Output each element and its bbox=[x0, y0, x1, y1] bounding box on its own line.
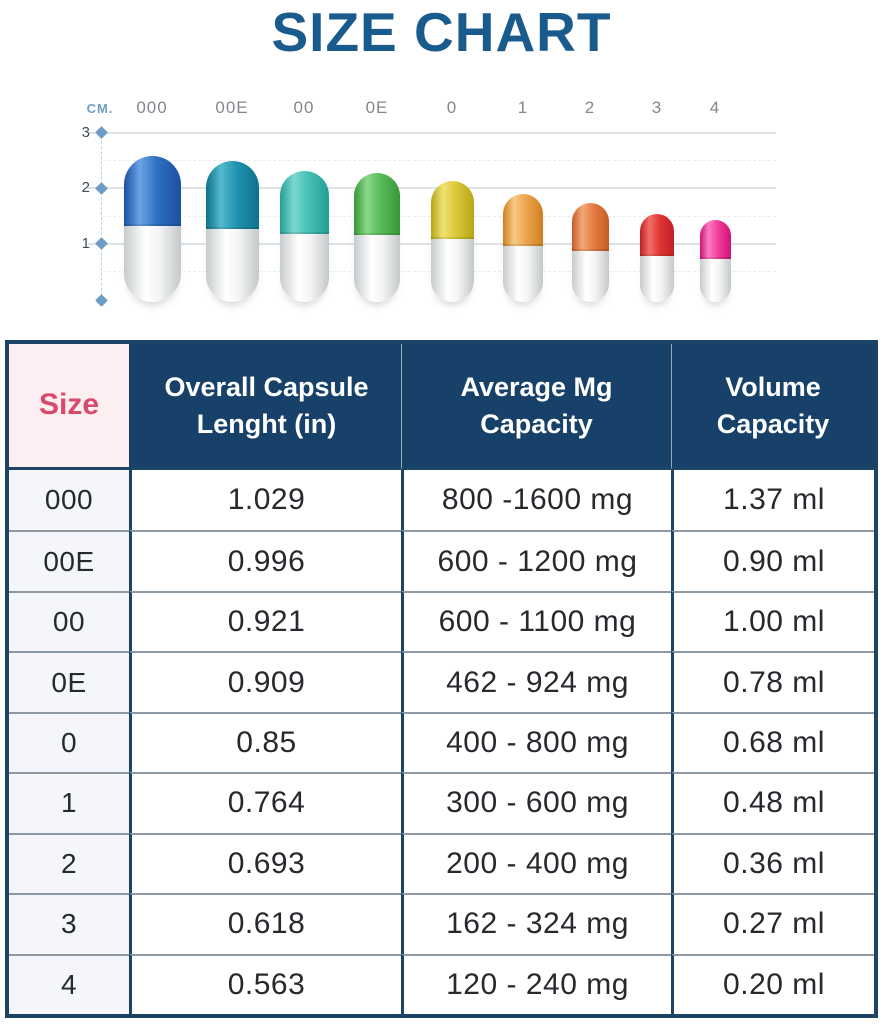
header-volume-capacity: Volume Capacity bbox=[671, 344, 874, 470]
cell-length: 0.921 bbox=[129, 590, 401, 652]
cell-length: 1.029 bbox=[129, 470, 401, 531]
cell-volume: 1.00 ml bbox=[671, 590, 874, 652]
capsule-000-cap bbox=[124, 156, 181, 227]
cell-length: 0.693 bbox=[129, 832, 401, 894]
cell-mg: 300 - 600 mg bbox=[401, 772, 671, 833]
capsule-00-body bbox=[280, 233, 329, 302]
cell-size: 000 bbox=[9, 470, 129, 531]
capsule-00 bbox=[280, 171, 329, 302]
cell-length: 0.996 bbox=[129, 530, 401, 591]
y-tick-2: 2 bbox=[81, 179, 90, 196]
cell-volume: 1.37 ml bbox=[671, 470, 874, 531]
capsule-label-000: 000 bbox=[136, 98, 168, 117]
cell-size: 0 bbox=[9, 711, 129, 773]
unit-label: CM. bbox=[86, 101, 114, 116]
cell-length: 0.764 bbox=[129, 772, 401, 833]
cell-size: 00E bbox=[9, 530, 129, 591]
header-length: Overall Capsule Lenght (in) bbox=[129, 344, 401, 470]
cell-size: 4 bbox=[9, 953, 129, 1014]
cell-length: 0.618 bbox=[129, 893, 401, 954]
cell-size: 1 bbox=[9, 772, 129, 833]
cell-mg: 200 - 400 mg bbox=[401, 832, 671, 894]
capsule-1-body bbox=[503, 245, 543, 302]
capsule-label-0: 0 bbox=[446, 98, 458, 117]
capsule-00-cap bbox=[280, 171, 329, 234]
capsule-size-table: Size Overall Capsule Lenght (in) Average… bbox=[5, 340, 878, 1018]
capsule-4 bbox=[700, 220, 731, 302]
capsule-3-cap bbox=[640, 214, 674, 257]
capsule-label-1: 1 bbox=[517, 98, 529, 117]
cell-mg: 400 - 800 mg bbox=[401, 711, 671, 773]
cell-volume: 0.36 ml bbox=[671, 832, 874, 894]
cell-size: 00 bbox=[9, 590, 129, 652]
capsule-size-diagram: CM. 000 00E 00 0E 0 1 2 3 4 3 2 1 bbox=[0, 0, 883, 330]
capsule-000-body bbox=[124, 226, 181, 302]
header-size: Size bbox=[9, 344, 129, 470]
capsule-0e bbox=[354, 173, 400, 302]
capsule-00e-body bbox=[206, 228, 259, 302]
capsule-000 bbox=[124, 156, 181, 302]
axis-marker-3 bbox=[95, 126, 108, 139]
page-title: SIZE CHART bbox=[271, 1, 612, 63]
cell-volume: 0.78 ml bbox=[671, 651, 874, 712]
axis-marker-2 bbox=[95, 182, 108, 195]
capsule-0 bbox=[431, 181, 474, 302]
capsule-3 bbox=[640, 214, 674, 302]
cell-mg: 162 - 324 mg bbox=[401, 893, 671, 954]
capsule-1-cap bbox=[503, 194, 543, 246]
y-axis-line bbox=[101, 126, 102, 306]
cell-mg: 600 - 1200 mg bbox=[401, 530, 671, 591]
gridline-2cm bbox=[88, 187, 776, 189]
capsule-label-0e: 0E bbox=[365, 98, 389, 117]
cell-mg: 462 - 924 mg bbox=[401, 651, 671, 712]
cell-size: 0E bbox=[9, 651, 129, 712]
capsule-00e bbox=[206, 161, 259, 302]
axis-marker-1 bbox=[95, 237, 108, 250]
capsule-label-3: 3 bbox=[651, 98, 663, 117]
cell-length: 0.85 bbox=[129, 711, 401, 773]
axis-marker-0 bbox=[95, 294, 108, 307]
cell-length: 0.563 bbox=[129, 953, 401, 1014]
capsule-2-cap bbox=[572, 203, 609, 251]
y-tick-1: 1 bbox=[81, 235, 90, 252]
capsule-00e-cap bbox=[206, 161, 259, 229]
header-mg-capacity: Average Mg Capacity bbox=[401, 344, 671, 470]
capsule-3-body bbox=[640, 256, 674, 302]
capsule-1 bbox=[503, 194, 543, 302]
capsule-4-body bbox=[700, 259, 731, 302]
capsule-0-body bbox=[431, 239, 474, 302]
cell-volume: 0.68 ml bbox=[671, 711, 874, 773]
capsule-label-00: 00 bbox=[293, 98, 315, 117]
cell-length: 0.909 bbox=[129, 651, 401, 712]
cell-mg: 800 -1600 mg bbox=[401, 470, 671, 531]
capsule-0-cap bbox=[431, 181, 474, 240]
cell-volume: 0.48 ml bbox=[671, 772, 874, 833]
capsule-2 bbox=[572, 203, 609, 302]
cell-size: 3 bbox=[9, 893, 129, 954]
cell-volume: 0.90 ml bbox=[671, 530, 874, 591]
cell-volume: 0.20 ml bbox=[671, 953, 874, 1014]
cell-volume: 0.27 ml bbox=[671, 893, 874, 954]
capsule-0e-body bbox=[354, 234, 400, 302]
cell-mg: 600 - 1100 mg bbox=[401, 590, 671, 652]
capsule-label-2: 2 bbox=[584, 98, 596, 117]
capsule-label-00e: 00E bbox=[215, 98, 249, 117]
gridline-3cm bbox=[88, 132, 776, 134]
cell-mg: 120 - 240 mg bbox=[401, 953, 671, 1014]
capsule-0e-cap bbox=[354, 173, 400, 235]
capsule-label-4: 4 bbox=[709, 98, 721, 117]
capsule-2-body bbox=[572, 250, 609, 302]
cell-size: 2 bbox=[9, 832, 129, 894]
y-tick-3: 3 bbox=[81, 124, 90, 141]
gridline-2_5cm bbox=[103, 160, 776, 161]
capsule-4-cap bbox=[700, 220, 731, 260]
